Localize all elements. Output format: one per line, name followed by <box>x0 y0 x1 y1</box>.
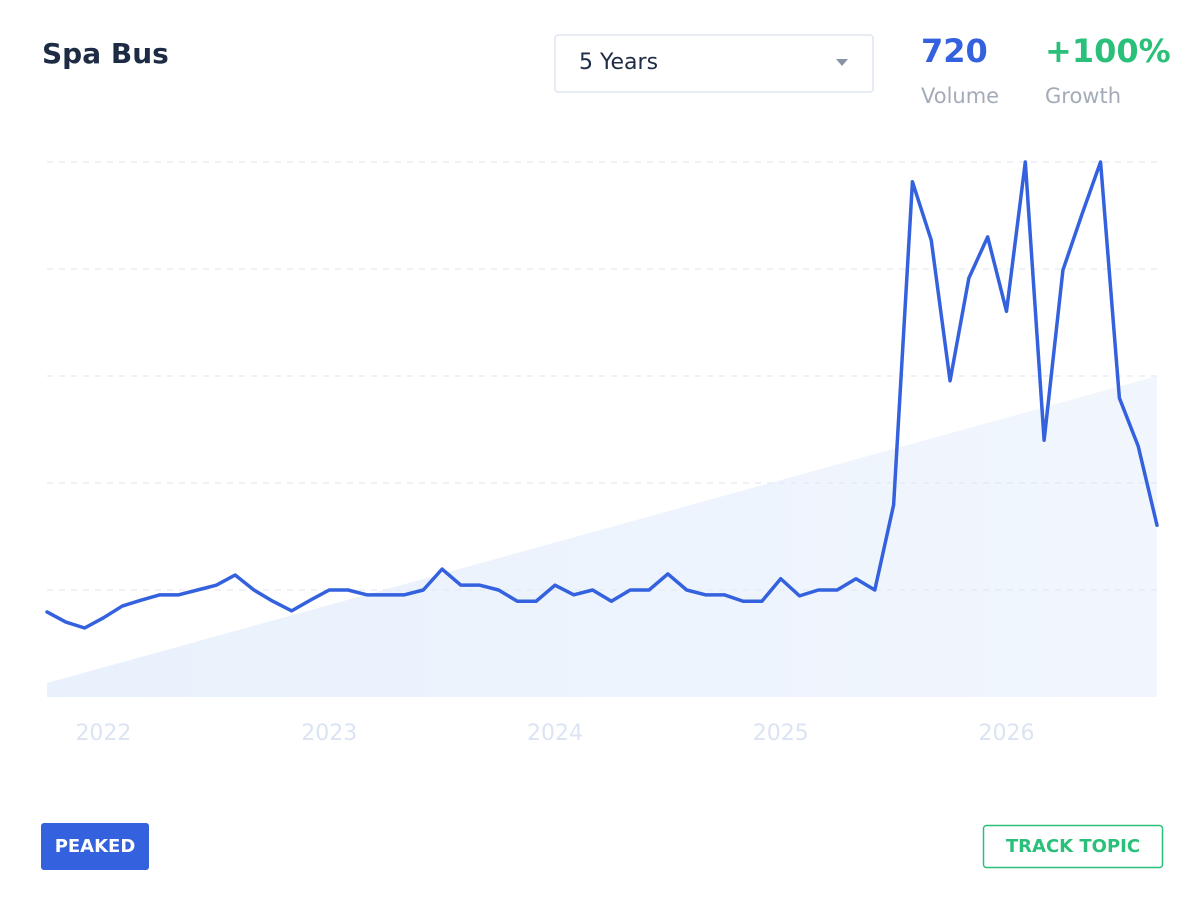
growth-value: +100% <box>1045 32 1171 70</box>
x-tick-label: 2025 <box>753 721 809 746</box>
growth-label: Growth <box>1045 84 1121 108</box>
badge-label: PEAKED <box>55 836 136 857</box>
dropdown-value: 5 Years <box>579 50 658 75</box>
badge-box[interactable] <box>41 823 149 870</box>
x-tick-label: 2024 <box>527 721 583 746</box>
x-tick-label: 2022 <box>75 721 131 746</box>
timeframe-dropdown[interactable]: 5 Years <box>554 34 874 93</box>
dropdown-caret <box>836 59 848 66</box>
track-button[interactable]: TRACK TOPIC <box>982 824 1164 869</box>
button-box[interactable] <box>982 824 1164 869</box>
button-label: TRACK TOPIC <box>1006 836 1140 857</box>
chart: 2022 2023 2024 2025 2026 <box>45 160 1159 746</box>
volume-value: 720 <box>921 32 988 70</box>
x-tick-label: 2026 <box>978 721 1034 746</box>
trend-line <box>45 160 1159 630</box>
x-tick-label: 2023 <box>301 721 357 746</box>
trend-area <box>47 376 1157 697</box>
topic-title: Spa Bus <box>42 37 169 70</box>
status-badge[interactable]: PEAKED <box>41 823 149 870</box>
dropdown-box[interactable] <box>554 34 874 93</box>
volume-label: Volume <box>921 84 999 108</box>
